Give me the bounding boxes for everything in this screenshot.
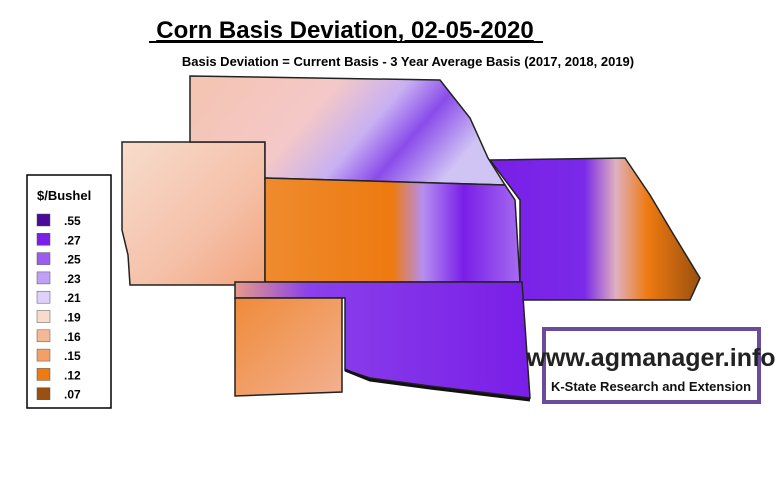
legend-swatch bbox=[36, 348, 51, 362]
legend-label: .21 bbox=[64, 291, 81, 305]
texas-panhandle bbox=[234, 297, 343, 397]
title: Corn Basis Deviation, 02-05-2020 bbox=[156, 17, 534, 44]
legend-swatch bbox=[36, 271, 51, 285]
legend-label: .07 bbox=[64, 388, 81, 402]
legend-label: .15 bbox=[64, 349, 81, 363]
legend-label: .25 bbox=[64, 253, 81, 267]
logo-url: www.agmanager.info bbox=[525, 344, 775, 372]
logo-org: K-State Research and Extension bbox=[551, 379, 751, 394]
missouri bbox=[488, 157, 701, 301]
legend-label: .12 bbox=[64, 368, 81, 382]
legend-swatch bbox=[36, 368, 51, 381]
legend-swatch bbox=[36, 213, 51, 227]
legend-swatch bbox=[36, 310, 51, 323]
colorado bbox=[121, 141, 266, 286]
legend-label: .27 bbox=[64, 233, 81, 247]
legend-label: .55 bbox=[64, 214, 81, 228]
red-river bbox=[344, 368, 531, 402]
legend-swatch bbox=[36, 329, 51, 343]
legend-swatch bbox=[36, 252, 51, 265]
legend-swatch bbox=[36, 233, 51, 246]
kansas bbox=[264, 177, 521, 283]
map bbox=[121, 75, 701, 402]
logo-box bbox=[542, 327, 761, 404]
legend-swatch bbox=[36, 290, 51, 304]
subtitle: Basis Deviation = Current Basis - 3 Year… bbox=[182, 54, 634, 69]
legend-label: .19 bbox=[64, 311, 81, 325]
legend-swatch bbox=[36, 387, 51, 400]
legend-label: .23 bbox=[64, 272, 81, 286]
legend-items: .55 .27 .25 .23 .21 .19 .16 .15 .12 .07 bbox=[36, 213, 81, 402]
legend-label: .16 bbox=[64, 330, 81, 344]
legend-title: $/Bushel bbox=[37, 188, 91, 203]
